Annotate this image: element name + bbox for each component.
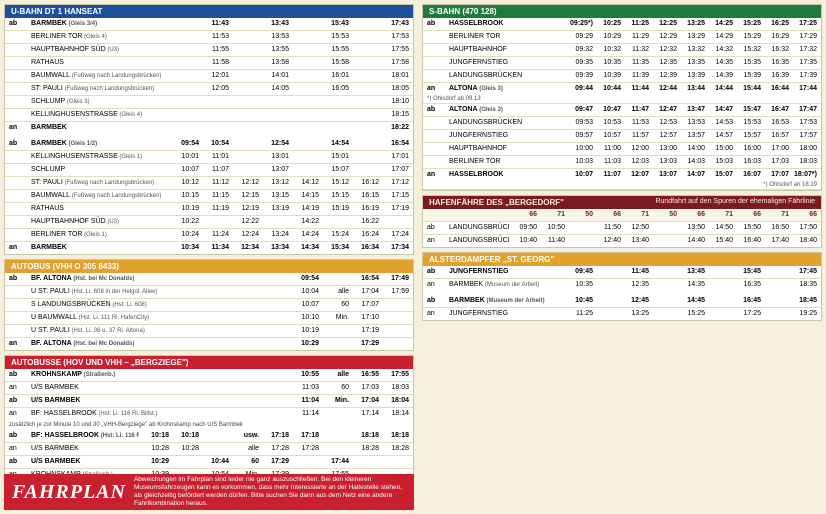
timetable-row: abLANDUNGSBRÜCKEN (Brücke 1)09:5010:5011… (423, 222, 821, 235)
timetable-row: abBARMBEK (Museum der Arbeit)10:4512:451… (423, 295, 821, 308)
timetable-row: abJUNGFERNSTIEG09:4511:4513:4515:4517:45 (423, 266, 821, 279)
timetable-row: BERLINER TOR10:0311:0312:0313:0314:0315:… (423, 156, 821, 169)
timetable-row: BERLINER TOR (Gleis 4)11:5313:5315:5317:… (5, 31, 413, 44)
timetable-row: SCHLUMP (Gleis 3)18:10 (5, 96, 413, 109)
timetable-row: abALTONA (Gleis 3)09:4710:4711:4712:4713… (423, 104, 821, 117)
timetable-row: S LANDUNGSBRÜCKEN (Hst. Li. 608)10:07601… (5, 299, 413, 312)
timetable-row: anU/S BARMBEK10:2810:28alle17:2817:2818:… (5, 443, 413, 456)
sbahn-part2: abALTONA (Gleis 3)09:4710:4711:4712:4713… (423, 104, 821, 181)
alster-header: ALSTERDAMPFER „ST. GEORG" (423, 253, 821, 266)
timetable-row: anBF. ALTONA (Hst. bei Mc Donalds)10:291… (5, 338, 413, 350)
autobus2-section: AUTOBUSSE (HOV UND VHH – „BERGZIEGE") ab… (4, 355, 414, 492)
sbahn-header: S-BAHN (470 128) (423, 5, 821, 18)
timetable-row: abBF: HASSELBROOK (Hst: Li: 116 Ri. Wand… (5, 430, 413, 443)
ferry-cols-row: 6671506671506671667166 (423, 209, 821, 222)
autobus1-section: AUTOBUS (VHH O 305 8433) abBF. ALTONA (H… (4, 259, 414, 351)
sbahn-foot1: *) Ohlsdorf ab 09.13 (423, 95, 821, 104)
fahrplan-title: FAHRPLAN (4, 481, 134, 504)
timetable-row: anU/S BARMBEK11:036017:0318:03 (5, 382, 413, 395)
timetable-row: abBF. ALTONA (Hst. bei Mc Donalds)09:541… (5, 273, 413, 286)
timetable-row: BERLINER TOR (Gleis 1)10:2411:2412:2413:… (5, 229, 413, 242)
timetable-row: abU/S BARMBEK10:2910:446017:2917:44 (5, 456, 413, 469)
timetable-row: anBARMBEK10:3411:3412:3413:3414:3415:341… (5, 242, 413, 254)
timetable-row: anLANDUNGSBRÜCKEN10:4011:4012:4013:4014:… (423, 235, 821, 247)
fahrplan-text: Abweichungen im Fahrplan sind leider nie… (134, 476, 414, 508)
sbahn-section: S-BAHN (470 128) abHASSELBROOK09:25*)10:… (422, 4, 822, 191)
sbahn-part1: abHASSELBROOK09:25*)10:2511:2512:2513:25… (423, 18, 821, 95)
timetable-row: abBARMBEK (Gleis 1/2)09:5410:5412:5414:5… (5, 138, 413, 151)
alster-section: ALSTERDAMPFER „ST. GEORG" abJUNGFERNSTIE… (422, 252, 822, 321)
timetable-row: U BAUMWALL (Hst. Li. 111 Ri. HafenCity)1… (5, 312, 413, 325)
alster-part2: abBARMBEK (Museum der Arbeit)10:4512:451… (423, 295, 821, 320)
sbahn-foot2: *) Ohlsdorf an 18:19 (423, 181, 821, 190)
autobus2-note1: zusätzlich je zur Minute 10 und 30 „VHH-… (5, 420, 413, 430)
autobus2-header: AUTOBUSSE (HOV UND VHH – „BERGZIEGE") (5, 356, 413, 369)
timetable-row: BAUMWALL (Fußweg nach Landungsbrücken)12… (5, 70, 413, 83)
autobus1-header: AUTOBUS (VHH O 305 8433) (5, 260, 413, 273)
timetable-row: KELLINGHUSENSTRASSE (Gleis 1)10:0111:011… (5, 151, 413, 164)
timetable-row: BERLINER TOR09:2910:2911:2912:2913:2914:… (423, 31, 821, 44)
timetable-row: BAUMWALL (Fußweg nach Landungsbrücken)10… (5, 190, 413, 203)
timetable-row: JUNGFERNSTIEG09:5710:5711:5712:5713:5714… (423, 130, 821, 143)
timetable-row: abKROHNSKAMP (Straßenb.)10:55alle16:5517… (5, 369, 413, 382)
ubahn-part2: abBARMBEK (Gleis 1/2)09:5410:5412:5414:5… (5, 138, 413, 254)
timetable-row: SCHLUMP10:0711:0713:0715:0717:07 (5, 164, 413, 177)
timetable-row: HAUPTBAHNHOF10:0011:0012:0013:0014:0015:… (423, 143, 821, 156)
ubahn-section: U-BAHN DT 1 HANSEAT abBARMBEK (Gleis 3/4… (4, 4, 414, 255)
autobus2-part1: abKROHNSKAMP (Straßenb.)10:55alle16:5517… (5, 369, 413, 420)
ferry-section: HAFENFÄHRE DES „BERGEDORF" Rundfahrt auf… (422, 195, 822, 248)
timetable-row: LANDUNGSBRÜCKEN09:3910:3911:3912:3913:39… (423, 70, 821, 83)
ubahn-part1: abBARMBEK (Gleis 3/4)11:4313:4315:4317:4… (5, 18, 413, 134)
timetable-row: anBARMBEK (Museum der Arbeit)10:3512:351… (423, 279, 821, 291)
timetable-row: HAUPTBAHNHOF SÜD (U3)11:5513:5515:5517:5… (5, 44, 413, 57)
timetable-row: U ST. PAULI (Hst. Li. 36 u. 37 Ri. Alton… (5, 325, 413, 338)
ubahn-header: U-BAHN DT 1 HANSEAT (5, 5, 413, 18)
timetable-row: anBARMBEK18:22 (5, 122, 413, 134)
timetable-row: anHASSELBROOK10:0711:0712:0713:0714:0715… (423, 169, 821, 181)
timetable-row: abBARMBEK (Gleis 3/4)11:4313:4315:4317:4… (5, 18, 413, 31)
timetable-row: ST: PAULI (Fußweg nach Landungsbrücken)1… (5, 83, 413, 96)
timetable-row: U ST. PAULI (Hst. Li. 608 in der Helgol.… (5, 286, 413, 299)
fahrplan-banner: FAHRPLAN Abweichungen im Fahrplan sind l… (4, 474, 414, 510)
alster-part1: abJUNGFERNSTIEG09:4511:4513:4515:4517:45… (423, 266, 821, 291)
timetable-row: HAUPTBAHNHOF09:3210:3211:3212:3213:3214:… (423, 44, 821, 57)
timetable-row: ST: PAULI (Fußweg nach Landungsbrücken)1… (5, 177, 413, 190)
timetable-row: anBF: HASSELBROOK (Hst: Li: 116 Ri. Bill… (5, 408, 413, 420)
ferry-rows: abLANDUNGSBRÜCKEN (Brücke 1)09:5010:5011… (423, 222, 821, 247)
timetable-row: anALTONA (Gleis 3)09:4410:4411:4412:4413… (423, 83, 821, 95)
timetable-row: abHASSELBROOK09:25*)10:2511:2512:2513:25… (423, 18, 821, 31)
ferry-header: HAFENFÄHRE DES „BERGEDORF" Rundfahrt auf… (423, 196, 821, 209)
timetable-row: RATHAUS11:5813:5815:5817:58 (5, 57, 413, 70)
timetable-row: RATHAUS10:1911:1912:1913:1914:1915:1916:… (5, 203, 413, 216)
timetable-row: abU/S BARMBEK11:04Min.17:0418:04 (5, 395, 413, 408)
timetable-row: KELLINGHUSENSTRASSE (Gleis 4)18:15 (5, 109, 413, 122)
autobus1-rows: abBF. ALTONA (Hst. bei Mc Donalds)09:541… (5, 273, 413, 350)
timetable-row: JUNGFERNSTIEG09:3510:3511:3512:3513:3514… (423, 57, 821, 70)
timetable-row: anJUNGFERNSTIEG11:2513:2515:2517:2519:25 (423, 308, 821, 320)
timetable-row: LANDUNGSBRÜCKEN09:5310:5311:5312:5313:53… (423, 117, 821, 130)
timetable-row: HAUPTBAHNHOF SÜD (U3)10:2212:2214:2216:2… (5, 216, 413, 229)
